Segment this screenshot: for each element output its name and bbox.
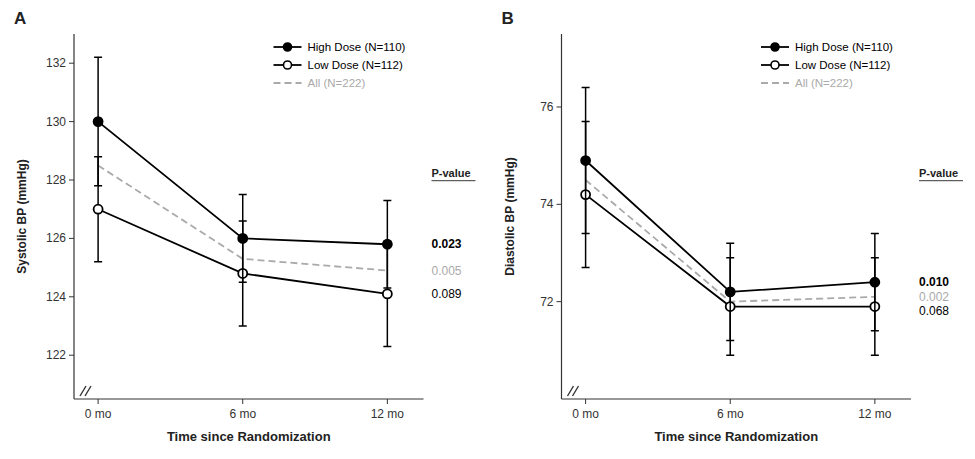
chart-root: A 122 124 126 128 130 132 0 mo 6 mo 12 mo Time sin…	[0, 0, 975, 459]
p-value-underline	[432, 180, 476, 181]
plot-area	[581, 88, 879, 356]
y-axis-label: Diastolic BP (mmHg)	[503, 157, 517, 275]
y-axis-line	[561, 34, 562, 399]
y-tick	[557, 301, 562, 302]
p-value: 0.089	[432, 287, 462, 301]
y-axis-label: Systolic BP (mmHg)	[15, 159, 29, 273]
data-point	[383, 289, 392, 298]
legend-label: High Dose (N=110)	[795, 41, 893, 53]
p-value-underline	[919, 180, 963, 181]
legend-label: All (N=222)	[308, 77, 366, 89]
x-tick-label: 0 mo	[572, 407, 599, 421]
y-tick	[69, 180, 74, 181]
x-tick-label: 12 mo	[858, 407, 892, 421]
error-bar	[94, 57, 102, 185]
x-tick	[585, 399, 586, 404]
legend-swatch	[274, 82, 302, 84]
p-value: 0.005	[432, 264, 462, 278]
y-tick	[69, 238, 74, 239]
y-axis-line	[73, 34, 74, 399]
y-tick-label: 132	[46, 56, 66, 70]
x-axis-label: Time since Randomization	[654, 429, 818, 444]
p-value: 0.002	[919, 290, 949, 304]
panel: A 122 124 126 128 130 132 0 mo 6 mo 12 mo Time sin…	[14, 9, 476, 444]
legend-marker	[771, 43, 779, 51]
p-values: 0.023 0.005 0.089 P-value	[432, 167, 476, 301]
x-tick	[242, 399, 243, 404]
axis-break	[573, 386, 579, 396]
data-point	[238, 234, 247, 243]
axis-break	[85, 386, 91, 396]
y-tick-label: 128	[46, 173, 66, 187]
plot-area	[94, 57, 392, 346]
legend-label: Low Dose (N=112)	[308, 59, 404, 71]
x-axis-line	[74, 398, 424, 399]
p-value: 0.010	[919, 275, 949, 289]
p-value: 0.068	[919, 304, 949, 318]
panel-title: A	[14, 9, 26, 28]
data-point	[870, 278, 879, 287]
panel: B 72 74 76 0 mo 6 mo 12 mo Time since Randomiza…	[502, 9, 964, 444]
p-values: 0.0100.0020.068 P-value	[919, 167, 963, 318]
y-tick-label: 130	[46, 115, 66, 129]
y-tick	[69, 355, 74, 356]
legend-marker	[771, 61, 779, 69]
legend-label: Low Dose (N=112)	[795, 59, 891, 71]
x-tick	[730, 399, 731, 404]
legend: High Dose (N=110) Low Dose (N=112) All (N=…	[274, 41, 406, 89]
p-value-header: P-value	[919, 167, 958, 179]
y-tick	[557, 107, 562, 108]
y-tick	[69, 121, 74, 122]
y-tick-label: 76	[540, 100, 554, 114]
x-tick-label: 6 mo	[229, 407, 256, 421]
p-value-header: P-value	[432, 167, 471, 179]
legend-marker	[284, 43, 292, 51]
legend-marker	[284, 61, 292, 69]
x-tick-label: 0 mo	[85, 407, 112, 421]
panel-title: B	[502, 9, 514, 28]
error-bar	[383, 200, 391, 288]
data-point	[94, 117, 103, 126]
y-tick	[69, 296, 74, 297]
data-point	[581, 156, 590, 165]
error-bar	[239, 195, 247, 283]
error-bar	[871, 234, 879, 331]
y-tick-label: 74	[540, 197, 554, 211]
legend-swatch	[761, 82, 789, 84]
data-point	[726, 287, 735, 296]
x-axis-line	[562, 398, 912, 399]
error-bar	[582, 88, 590, 234]
y-tick-label: 72	[540, 295, 554, 309]
error-bar	[726, 243, 734, 340]
legend-label: High Dose (N=110)	[308, 41, 406, 53]
y-tick-label: 126	[46, 231, 66, 245]
data-point	[383, 240, 392, 249]
x-tick-label: 6 mo	[717, 407, 744, 421]
legend: High Dose (N=110) Low Dose (N=112) All (N=…	[761, 41, 893, 89]
y-tick	[557, 204, 562, 205]
y-tick	[69, 63, 74, 64]
data-point	[94, 205, 103, 214]
p-value: 0.023	[432, 237, 462, 251]
y-tick-label: 124	[46, 290, 66, 304]
x-tick	[98, 399, 99, 404]
legend-label: All (N=222)	[795, 77, 853, 89]
y-tick-label: 122	[46, 348, 66, 362]
x-tick-label: 12 mo	[371, 407, 405, 421]
x-tick	[387, 399, 388, 404]
x-axis-label: Time since Randomization	[167, 429, 331, 444]
x-tick	[874, 399, 875, 404]
